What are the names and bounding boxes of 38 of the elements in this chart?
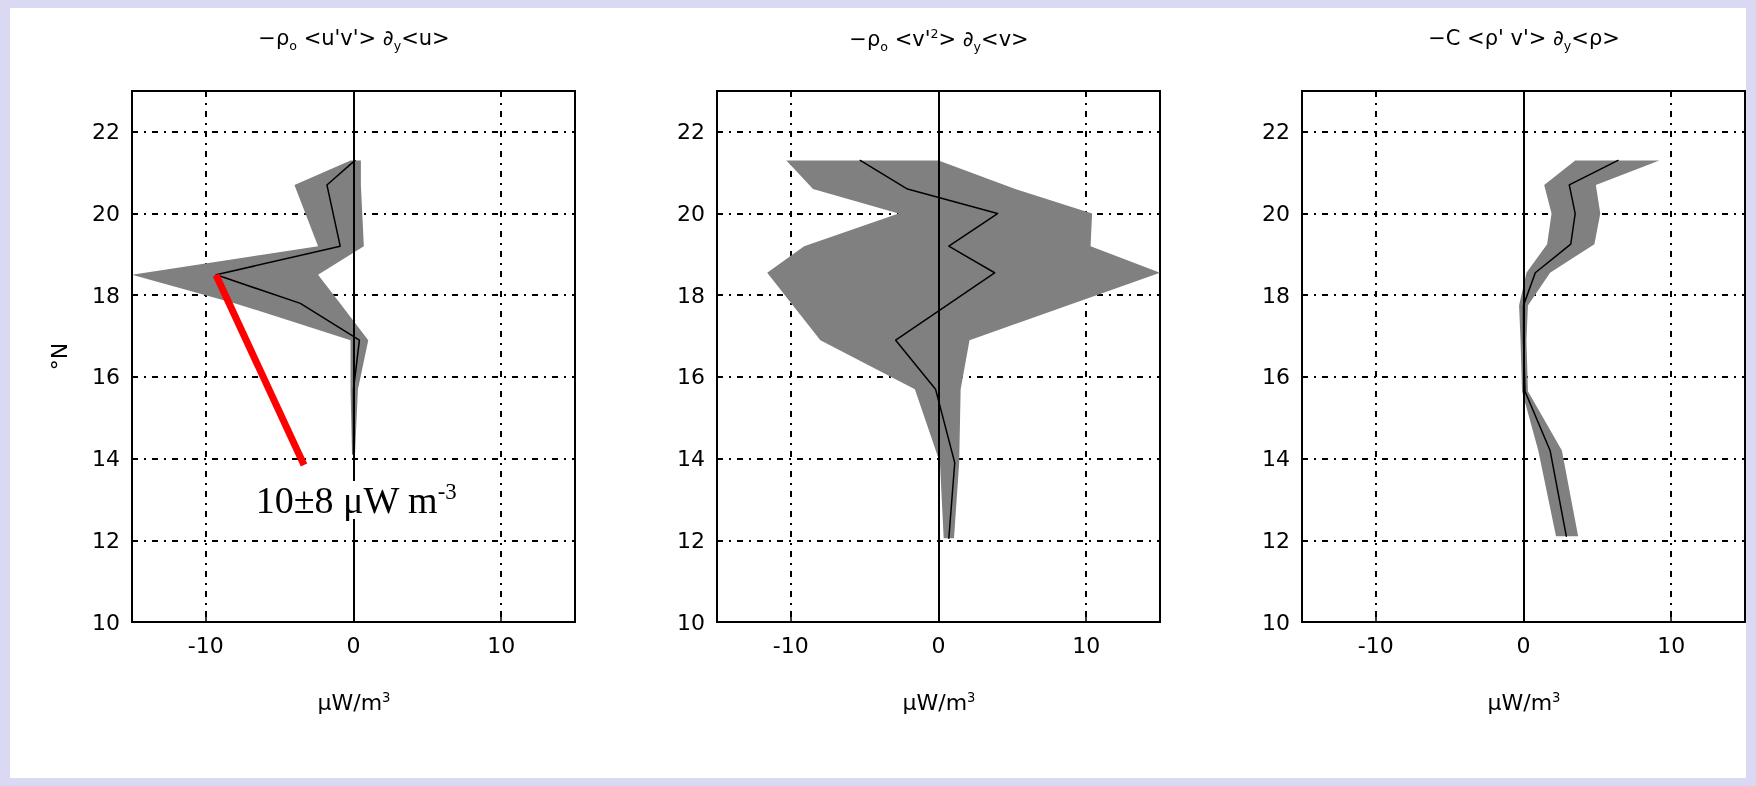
x-tick-label: 10 bbox=[487, 632, 516, 658]
annotation: 10±8 μW m$^{-3}$ bbox=[255, 478, 457, 521]
x-tick-label: 10 bbox=[1657, 632, 1686, 658]
x-tick-label: 0 bbox=[1516, 632, 1531, 658]
y-tick-label: 16 bbox=[677, 364, 705, 390]
x-tick-label: -10 bbox=[187, 632, 224, 658]
y-tick-label: 14 bbox=[1262, 446, 1290, 472]
y-tick-label: 18 bbox=[92, 282, 120, 308]
y-tick-label: 14 bbox=[677, 446, 705, 472]
y-tick-label: 12 bbox=[92, 527, 120, 553]
y-tick-label: 20 bbox=[1262, 201, 1290, 227]
y-tick-label: 12 bbox=[677, 527, 705, 553]
x-tick-label: 0 bbox=[346, 632, 361, 658]
chart-title: −C <ρ' v'> ∂$_{y}$<ρ> bbox=[1427, 26, 1621, 54]
y-tick-label: 16 bbox=[1262, 364, 1290, 390]
x-tick-label: 0 bbox=[931, 632, 946, 658]
y-tick-label: 22 bbox=[1262, 119, 1290, 145]
y-tick-label: 18 bbox=[677, 282, 705, 308]
y-tick-label: 10 bbox=[1262, 609, 1290, 635]
x-axis-title: μW/m$^{3}$ bbox=[1486, 690, 1562, 716]
y-tick-label: 20 bbox=[92, 201, 120, 227]
chart-title: −ρ$_{o}$ <v'$^{2}$> ∂$_{y}$<v> bbox=[848, 26, 1030, 55]
y-tick-label: 22 bbox=[677, 119, 705, 145]
x-axis-title: μW/m$^{3}$ bbox=[316, 690, 392, 716]
y-tick-label: 22 bbox=[92, 119, 120, 145]
y-tick-label: 10 bbox=[677, 609, 705, 635]
y-tick-label: 16 bbox=[92, 364, 120, 390]
x-axis-title: μW/m$^{3}$ bbox=[901, 690, 977, 716]
y-axis-title: °N bbox=[46, 342, 72, 371]
y-tick-label: 12 bbox=[1262, 527, 1290, 553]
y-tick-label: 10 bbox=[92, 609, 120, 635]
y-tick-label: 18 bbox=[1262, 282, 1290, 308]
y-tick-label: 20 bbox=[677, 201, 705, 227]
x-tick-label: -10 bbox=[1357, 632, 1394, 658]
chart-title: −ρ$_{o}$ <u'v'> ∂$_{y}$<u> bbox=[257, 26, 451, 54]
x-tick-label: 10 bbox=[1072, 632, 1101, 658]
y-tick-label: 14 bbox=[92, 446, 120, 472]
x-tick-label: -10 bbox=[772, 632, 809, 658]
